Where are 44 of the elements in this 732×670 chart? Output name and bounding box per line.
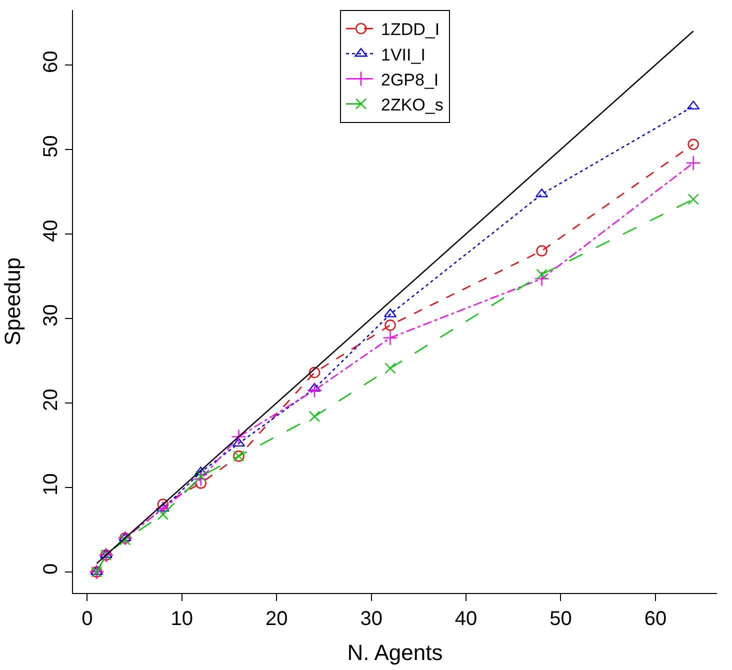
point — [686, 155, 701, 171]
x-tick-label: 20 — [265, 608, 288, 630]
point — [688, 194, 699, 205]
legend-label: 1ZDD_I — [381, 20, 440, 40]
point — [536, 268, 548, 280]
point — [155, 500, 171, 516]
x-axis-title: N. Agents — [347, 640, 443, 665]
point — [534, 271, 550, 286]
x-tick-label: 0 — [82, 608, 93, 630]
point — [384, 320, 396, 331]
y-tick-label: 30 — [40, 304, 62, 327]
point — [195, 470, 206, 482]
legend-label: 2ZKO_s — [381, 95, 444, 114]
point — [193, 471, 208, 487]
x-tick-label: 40 — [454, 608, 478, 630]
y-tick-label: 60 — [40, 50, 62, 74]
point — [118, 532, 132, 542]
y-tick-label: 10 — [40, 473, 62, 496]
legend-label: 1VII_I — [381, 45, 426, 64]
point — [100, 549, 113, 558]
point — [308, 382, 321, 392]
point — [536, 245, 548, 256]
point — [306, 382, 322, 398]
point — [195, 478, 206, 489]
point — [156, 502, 170, 512]
y-axis-title: Speedup — [0, 257, 25, 346]
x-tick-label: 30 — [360, 608, 382, 630]
point — [157, 508, 169, 520]
y-tick-label: 0 — [40, 563, 62, 574]
x-tick-label: 10 — [170, 608, 194, 630]
point — [157, 498, 169, 510]
point — [308, 410, 320, 422]
point — [384, 362, 396, 374]
point — [231, 429, 246, 444]
y-tick-label: 50 — [40, 135, 62, 158]
y-tick-label: 40 — [40, 220, 62, 242]
y-tick-label: 20 — [40, 388, 62, 412]
x-tick-label: 60 — [644, 608, 667, 630]
legend-label: 2GP8_I — [381, 70, 439, 90]
x-tick-label: 50 — [550, 608, 572, 630]
point — [308, 366, 320, 378]
point — [382, 330, 398, 346]
point — [688, 138, 699, 150]
point — [232, 438, 246, 447]
